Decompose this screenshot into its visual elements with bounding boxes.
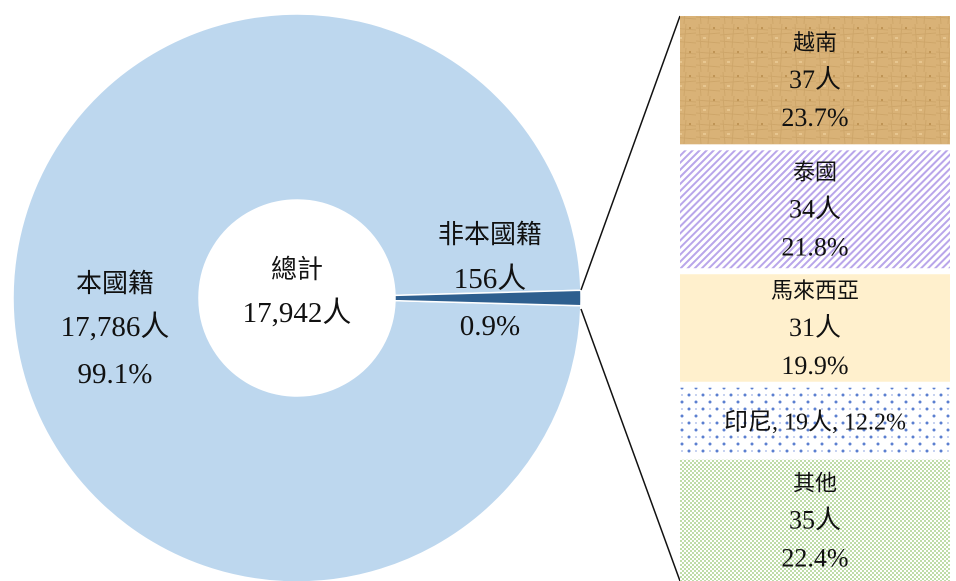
- bar-segment-3: [680, 274, 950, 382]
- slice-label-domestic-count: 17,786人: [61, 311, 170, 343]
- bar-segment-5-name: 其他: [793, 471, 837, 496]
- bar-segment-3-count: 31人: [789, 313, 841, 342]
- bar-segment-5-pct: 22.4%: [781, 543, 848, 572]
- slice-label-foreign-count: 156人: [454, 263, 527, 295]
- center-total: 17,942人: [243, 297, 352, 329]
- connector-line-top: [580, 15, 681, 291]
- bar-segment-2-count: 34人: [789, 194, 841, 223]
- donut-slice-foreign: [394, 289, 582, 307]
- bar-segment-4: [680, 387, 950, 454]
- bar-segment-3-name: 馬來西亞: [771, 279, 859, 304]
- center-title: 總計: [271, 255, 323, 285]
- bar-segment-2-name: 泰國: [793, 160, 837, 185]
- connector-line-bottom: [580, 308, 681, 581]
- bar-segment-2-pct: 21.8%: [781, 232, 848, 261]
- donut-slice-domestic: [12, 13, 582, 581]
- bar-segment-1-count: 37人: [789, 65, 841, 94]
- slice-label-foreign-name: 非本國籍: [438, 220, 542, 250]
- bar-segment-2: [680, 150, 950, 269]
- slice-label-domestic-name: 本國籍: [76, 269, 154, 299]
- slice-label-domestic-pct: 99.1%: [78, 358, 153, 390]
- breakdown-bar: 越南 37人 23.7% 泰國 34人 21.8% 馬來西亞 31人 19.9% 印尼, 19人,…: [680, 16, 950, 581]
- bar-segment-4-label: 印尼, 19人, 12.2%: [724, 409, 906, 436]
- bar-segment-3-pct: 19.9%: [781, 351, 848, 380]
- bar-segment-1: [680, 16, 950, 145]
- donut-slices: [12, 13, 582, 581]
- slice-label-foreign-pct: 0.9%: [460, 310, 520, 342]
- bar-segment-1-name: 越南: [793, 31, 837, 56]
- bar-segment-1-pct: 23.7%: [781, 103, 848, 132]
- bar-segment-5: [680, 459, 950, 581]
- bar-segment-5-count: 35人: [789, 505, 841, 534]
